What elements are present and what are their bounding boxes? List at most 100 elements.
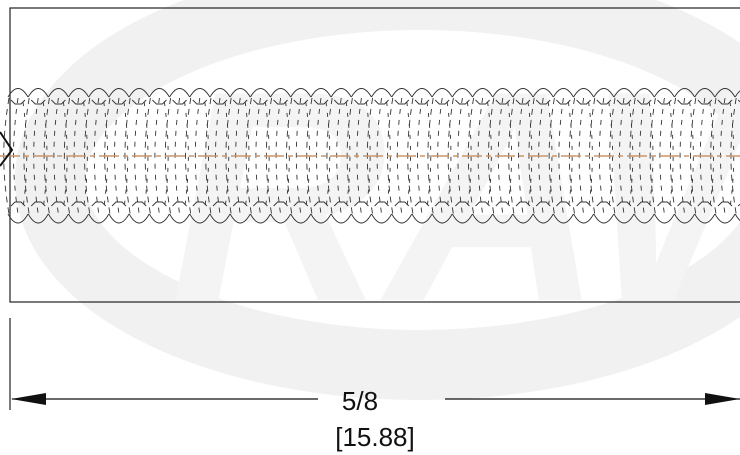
thread-flank <box>558 97 564 215</box>
watermark-text: RAW <box>170 28 740 364</box>
thread-crest-bottom <box>189 213 211 224</box>
thread-flank <box>365 101 371 209</box>
thread-root-bottom <box>636 201 652 207</box>
thread-root-bottom <box>333 201 349 207</box>
thread-flank <box>659 97 665 215</box>
thread-crest-bottom <box>654 213 675 224</box>
thread-crest-bottom <box>674 213 695 224</box>
thread-crest-top <box>128 88 150 98</box>
thread-crest-bottom <box>452 213 473 224</box>
thread-crest-bottom <box>48 213 69 224</box>
thread-flank <box>163 101 169 209</box>
thread-crest-bottom <box>351 213 372 224</box>
thread-crest-bottom <box>250 213 271 224</box>
thread-crest-top <box>452 88 473 98</box>
thread-crest-top <box>7 88 29 98</box>
thread-root-bottom <box>475 201 490 207</box>
dimension-line <box>11 393 740 405</box>
thread-crest-top <box>613 88 635 98</box>
thread-flank <box>295 97 302 215</box>
thread-crest-top <box>270 88 291 98</box>
thread-flank <box>63 97 71 215</box>
thread-crest-top <box>734 90 740 98</box>
thread-root-bottom <box>273 201 288 207</box>
thread-crest-bottom <box>330 213 352 224</box>
thread-flank <box>417 97 423 215</box>
thread-root-bottom <box>152 201 167 207</box>
thread-root-bottom <box>596 201 612 207</box>
thread-crest-top <box>431 88 453 98</box>
thread-flank <box>83 101 88 209</box>
thread-crest-top <box>351 88 372 98</box>
thread-flank <box>62 101 68 209</box>
thread-crest-bottom <box>492 213 514 224</box>
thread-flank <box>326 97 333 215</box>
thread-crest-bottom <box>472 213 493 224</box>
thread-crest-top <box>573 88 594 98</box>
thread-flank <box>668 101 674 209</box>
thread-crest-bottom <box>7 213 29 224</box>
thread-root-bottom <box>495 201 511 207</box>
thread-crest-top <box>371 88 392 98</box>
thread-crest-top <box>330 88 352 98</box>
thread-crest-top <box>250 88 271 98</box>
thread-crest-top <box>68 88 89 98</box>
thread-flank <box>567 101 573 209</box>
thread-flank <box>446 101 452 209</box>
thread-crest-bottom <box>27 213 49 224</box>
thread-root-bottom <box>515 201 531 207</box>
thread-flank <box>264 101 270 209</box>
thread-root-bottom <box>677 201 692 207</box>
thread-crest-top <box>694 88 716 98</box>
thread-root-bottom <box>91 201 107 207</box>
thread-root-bottom <box>30 201 46 207</box>
dimension-metric: [15.88] <box>335 422 415 452</box>
chamfer-mark <box>0 131 14 167</box>
thread-flank <box>42 101 48 209</box>
thread-root-bottom <box>192 201 208 207</box>
thread-flank <box>547 101 553 209</box>
thread-root-bottom <box>253 201 268 207</box>
thread-root-bottom <box>172 201 187 207</box>
thread-crest-bottom <box>734 213 740 222</box>
thread-root-bottom <box>535 201 551 207</box>
thread-flank <box>22 101 28 209</box>
thread-crest-top <box>290 88 312 98</box>
thread-flank <box>527 101 533 209</box>
thread-root-bottom <box>232 201 248 207</box>
thread-crest-top <box>654 88 675 98</box>
thread-flank <box>185 97 192 215</box>
thread-crest-top <box>48 88 69 98</box>
thread-crest-bottom <box>613 213 635 224</box>
thread-root-bottom <box>131 201 147 207</box>
thread-crest-top <box>189 88 211 98</box>
thread-root-bottom <box>293 201 309 207</box>
thread-crest-top <box>674 88 695 98</box>
thread-crest-top <box>553 88 574 98</box>
thread-flank <box>386 101 391 209</box>
thread-root-bottom <box>455 201 470 207</box>
thread-flank <box>286 97 293 215</box>
thread-crest-bottom <box>68 213 89 224</box>
thread-crest-top <box>391 88 413 98</box>
thread-crest-top <box>532 88 554 98</box>
thread-flank <box>325 101 331 209</box>
thread-flank <box>507 101 512 209</box>
thread-crest-bottom <box>633 213 655 224</box>
thread-flank <box>709 101 714 209</box>
thread-crest-bottom <box>532 213 554 224</box>
thread-crest-bottom <box>512 213 534 224</box>
arrowhead-left <box>11 393 46 405</box>
thread-crest-bottom <box>128 213 150 224</box>
thread-root-bottom <box>354 201 369 207</box>
thread-root-bottom <box>111 201 127 207</box>
thread-root-bottom <box>51 201 66 207</box>
thread-root-bottom <box>394 201 410 207</box>
thread-crest-bottom <box>149 213 170 224</box>
thread-flank <box>184 101 189 209</box>
thread-flank <box>23 97 30 215</box>
thread-root-bottom <box>434 201 450 207</box>
thread-root-bottom <box>374 201 389 207</box>
watermark-ring <box>15 0 740 400</box>
thread-root-bottom <box>71 201 86 207</box>
